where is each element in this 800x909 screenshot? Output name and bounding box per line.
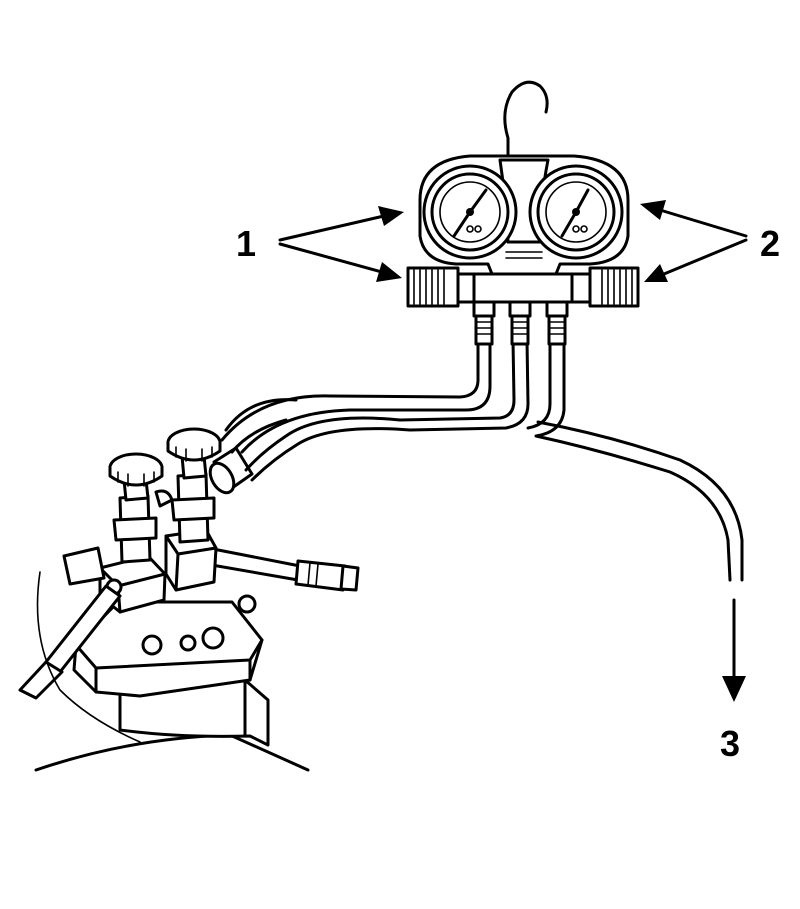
service-valves: [18, 427, 360, 743]
manifold-gauge-set: [406, 80, 640, 346]
callout-label-3: 3: [720, 723, 740, 764]
callout-label-2: 2: [760, 223, 780, 264]
refrigerant-hoses: [220, 338, 744, 582]
callout-label-1: 1: [236, 223, 256, 264]
callout-arrows: [278, 200, 748, 702]
compressor-unit: [34, 594, 310, 772]
